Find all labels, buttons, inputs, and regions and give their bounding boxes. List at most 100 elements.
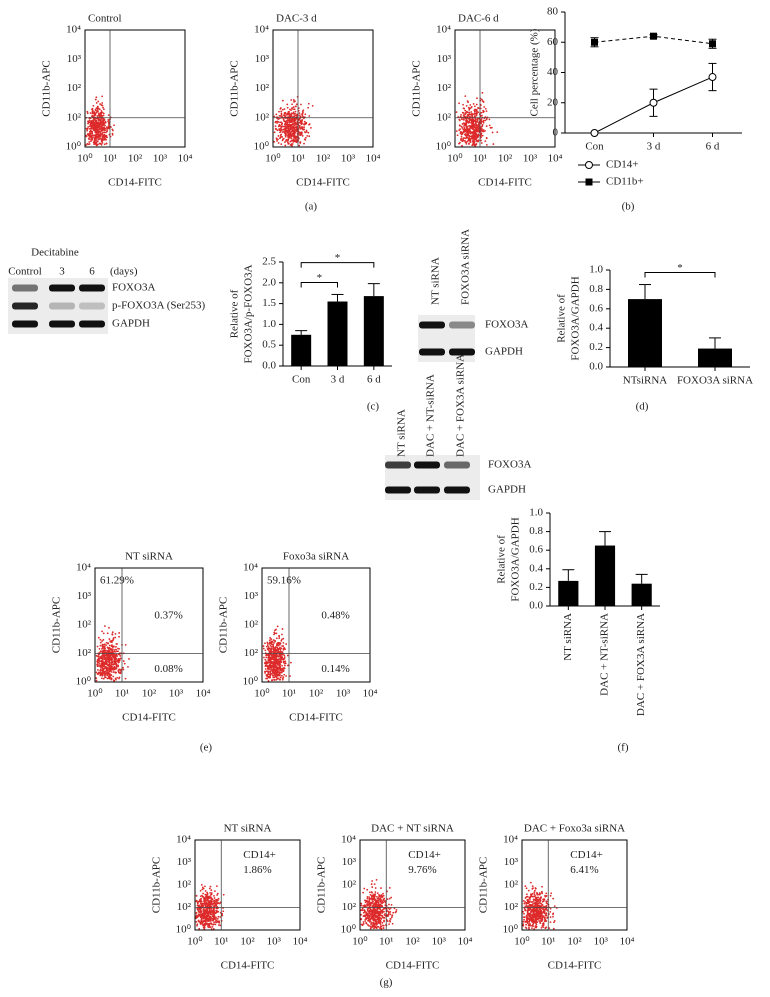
event-dot [99,644,102,647]
event-dot [101,142,104,144]
event-dot [304,113,307,116]
event-dot [484,107,487,110]
event-dot [115,650,118,653]
event-dot [106,666,108,669]
event-dot [275,628,277,631]
event-dot [459,115,462,118]
event-dot [488,124,491,127]
event-dot [101,135,104,138]
event-dot [466,119,469,122]
event-dot [290,119,293,122]
event-dot [196,907,199,910]
event-dot [101,671,104,674]
event-dot [292,125,295,128]
y-tick-label: 0.0 [529,600,543,612]
event-dot [103,665,105,668]
event-dot [269,669,272,671]
event-dot [109,665,111,668]
event-dot [469,104,472,106]
y-tick-label: 0.2 [589,341,603,353]
event-dot [477,134,480,137]
event-dot [264,668,267,670]
event-dot [265,656,268,659]
event-dot [468,111,471,114]
event-dot [525,887,528,890]
event-dot [103,643,105,646]
event-dot [388,903,390,906]
event-dot [99,674,102,677]
x-tick-label: DAC + NT-siRNA [599,613,611,696]
event-dot [395,909,398,911]
event-dot [94,117,96,120]
event-dot [466,100,469,103]
event-dot [362,891,365,894]
event-dot [204,900,207,903]
event-dot [291,120,294,123]
event-dot [291,103,293,106]
event-dot [367,904,369,907]
gate-label: CD14+ [570,849,602,861]
flow-frame [272,29,374,148]
event-dot [531,887,534,890]
event-dot [472,137,474,140]
event-dot [532,913,535,916]
event-dot [528,901,531,904]
event-dot [108,677,111,680]
event-dot [270,679,273,682]
event-dot [541,916,544,918]
event-dot [105,142,108,145]
event-dot [380,899,383,901]
event-dot [285,120,288,123]
x-tick-label: FOXO3A siRNA [677,375,753,387]
x-tick-label: 10³ [153,153,168,165]
event-dot [530,920,533,923]
x-axis-label: CD14-FITC [386,960,440,972]
event-dot [117,661,120,664]
event-dot [525,902,528,905]
panel-label: (a) [305,201,318,213]
event-dot [455,130,458,133]
event-dot [364,899,366,902]
event-dot [112,671,115,673]
event-dot [287,136,290,139]
event-dot [299,121,302,123]
event-dot [379,923,382,926]
event-dot [370,894,373,897]
event-dot [290,135,293,138]
event-dot [103,648,106,650]
event-dot [375,901,378,904]
x-tick-label: 10² [128,153,143,165]
event-dot [106,670,109,672]
x-axis-label: CD14-FITC [221,960,275,972]
flow-frame [521,839,628,931]
event-dot [101,126,104,129]
event-dot [207,925,209,928]
event-dot [207,924,209,926]
event-dot [369,918,372,921]
event-dot [114,654,117,657]
event-dot [538,920,541,922]
event-dot [473,113,475,116]
event-dot [390,903,393,906]
event-dot [103,126,106,129]
event-dot [468,107,471,110]
event-dot [212,927,215,930]
event-dot [374,893,377,895]
event-dot [276,646,279,649]
event-dot [99,119,101,122]
y-tick-label: 10² [342,879,357,891]
event-dot [269,670,272,673]
event-dot [371,880,374,882]
event-dot [304,136,307,139]
event-dot [543,917,546,920]
event-dot [199,923,202,925]
event-dot [288,112,291,115]
event-dot [468,139,471,142]
event-dot [531,904,533,907]
event-dot [212,919,215,922]
flow-frame [454,29,556,148]
event-dot [214,923,217,926]
event-dot [108,675,111,678]
event-dot [206,898,209,901]
event-dot [97,126,100,129]
